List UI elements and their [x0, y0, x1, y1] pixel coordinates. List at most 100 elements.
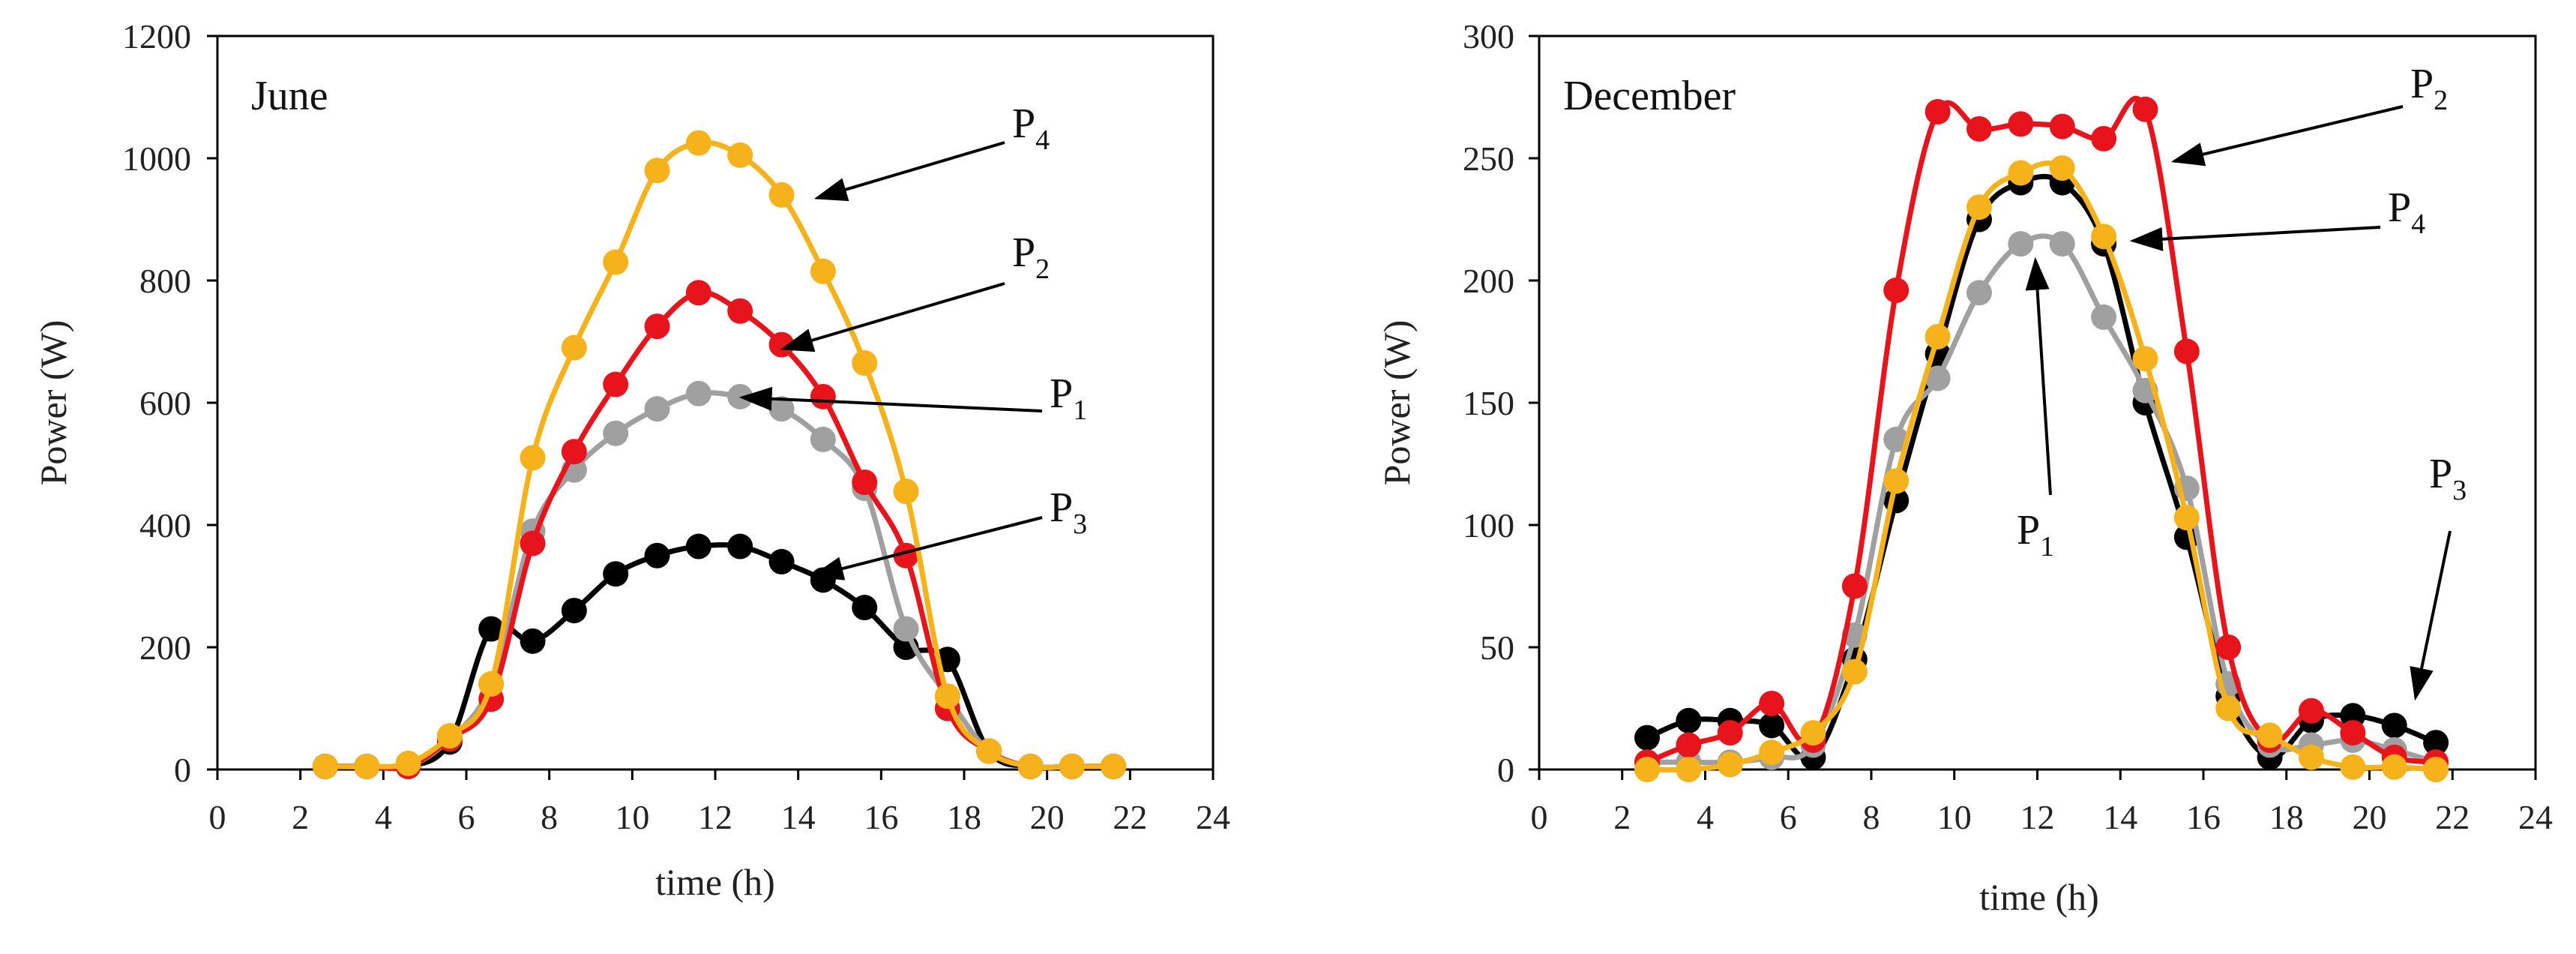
annotation-subscript: 2 — [2434, 85, 2448, 116]
annotation-subscript: 3 — [2452, 475, 2467, 506]
data-point — [2132, 96, 2158, 122]
data-point — [520, 628, 546, 654]
annotation-label: P — [2410, 61, 2434, 107]
data-point — [1925, 365, 1951, 392]
data-point — [2257, 722, 2283, 748]
data-point — [1759, 712, 1785, 739]
data-point — [1841, 658, 1868, 685]
data-point — [2173, 505, 2200, 531]
annotation-label: P — [1012, 230, 1035, 276]
annotation-p4: P4 — [2129, 184, 2425, 251]
data-point — [2049, 231, 2075, 257]
annotation-arrow — [2170, 105, 2404, 166]
data-point — [2049, 155, 2075, 182]
x-tick-label: 4 — [375, 798, 392, 836]
annotation-label: P — [1050, 484, 1073, 531]
data-point — [2340, 720, 2366, 746]
y-tick-label: 100 — [1463, 506, 1514, 544]
y-axis-label: Power (W) — [1376, 320, 1418, 486]
annotation-arrow — [2410, 530, 2452, 701]
data-point — [2132, 346, 2158, 372]
december-chart: December Power (W) time (h) 0 2 4 6 8 10 12 14 1… — [1376, 17, 2553, 918]
data-point — [603, 249, 629, 275]
data-point — [561, 439, 587, 465]
data-point — [1841, 573, 1868, 599]
x-tick-label: 0 — [209, 798, 226, 836]
x-tick-label: 6 — [1780, 798, 1797, 836]
x-tick-label: 8 — [1863, 798, 1880, 836]
x-axis-label: time (h) — [1979, 876, 2099, 918]
svg-text:P2: P2 — [2410, 61, 2448, 116]
data-point — [644, 314, 670, 340]
x-tick-label: 18 — [2269, 798, 2304, 836]
y-tick-label: 200 — [1463, 262, 1514, 300]
annotation-p1: P1 — [2017, 256, 2054, 562]
data-point — [2381, 712, 2407, 739]
annotation-label: P — [1050, 370, 1073, 417]
data-point — [2423, 730, 2449, 756]
data-point — [727, 533, 753, 560]
data-point — [354, 753, 380, 779]
annotation-arrow — [738, 386, 1043, 412]
y-tick-label: 200 — [139, 628, 191, 667]
annotation-arrow — [813, 141, 1005, 202]
data-point — [2049, 113, 2075, 140]
y-tick-label: 1000 — [122, 140, 191, 178]
x-tick-label: 22 — [1113, 798, 1147, 836]
x-tick-label: 18 — [947, 798, 981, 836]
chart-title: June — [251, 73, 328, 119]
data-point — [1966, 116, 1992, 142]
series-line — [325, 542, 1114, 771]
y-tick-label: 0 — [174, 751, 191, 789]
data-point — [2173, 338, 2200, 364]
annotation-p2: P2 — [780, 230, 1050, 352]
data-point — [561, 334, 587, 361]
data-point — [768, 182, 795, 208]
data-point — [1059, 753, 1085, 779]
annotation-arrow — [2025, 256, 2052, 496]
data-point — [893, 478, 919, 505]
data-point — [1676, 732, 1702, 758]
annotation-arrow — [2129, 226, 2381, 251]
y-axis-label: Power (W) — [32, 320, 74, 486]
svg-text:P3: P3 — [2429, 451, 2467, 506]
data-point — [2091, 224, 2117, 250]
data-point — [768, 548, 795, 574]
data-point — [644, 542, 670, 568]
x-tick-label: 24 — [2518, 798, 2553, 836]
annotation-p4: P4 — [813, 100, 1050, 202]
data-point — [644, 158, 670, 184]
data-point — [1676, 707, 1702, 734]
data-point — [395, 750, 421, 776]
data-point — [2008, 111, 2034, 137]
data-point — [1966, 280, 1992, 306]
annotation-subscript: 3 — [1073, 508, 1087, 540]
x-tick-label: 12 — [698, 798, 732, 836]
x-tick-label: 6 — [458, 798, 475, 836]
annotation-label: P — [2388, 184, 2411, 231]
x-tick-label: 16 — [864, 798, 898, 836]
data-point — [561, 598, 587, 624]
x-tick-label: 4 — [1697, 798, 1714, 836]
data-point — [2008, 231, 2034, 257]
data-point — [852, 469, 878, 495]
x-tick-label: 14 — [2103, 798, 2137, 836]
data-point — [1925, 99, 1951, 125]
x-tick-label: 8 — [541, 798, 558, 836]
data-point — [2091, 125, 2117, 152]
data-point — [1966, 194, 1992, 220]
data-point — [2381, 754, 2407, 780]
data-point — [768, 332, 795, 358]
data-point — [520, 530, 546, 556]
annotation-subscript: 4 — [2411, 208, 2425, 240]
svg-text:P3: P3 — [1050, 484, 1087, 540]
data-point — [727, 298, 753, 324]
data-point — [768, 396, 795, 422]
series-p4 — [1634, 155, 2449, 782]
x-tick-label: 20 — [2353, 798, 2387, 836]
data-point — [810, 258, 836, 284]
x-tick-label: 2 — [1613, 798, 1631, 836]
x-tick-label: 20 — [1030, 798, 1065, 836]
y-tick-label: 800 — [139, 262, 191, 300]
